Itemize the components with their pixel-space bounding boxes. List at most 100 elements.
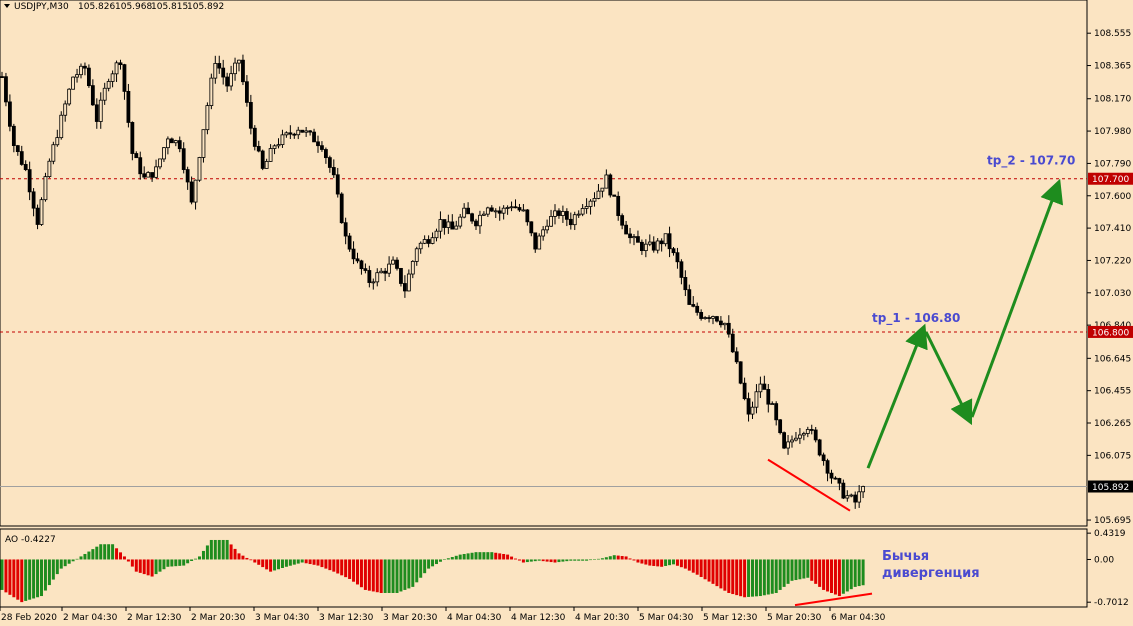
candle[interactable] — [474, 218, 478, 231]
candle[interactable] — [217, 55, 222, 74]
candle[interactable] — [592, 192, 597, 207]
candle[interactable] — [209, 73, 214, 110]
candle[interactable] — [458, 213, 463, 229]
candle[interactable] — [485, 206, 490, 217]
candle[interactable] — [63, 100, 68, 122]
candle[interactable] — [98, 92, 103, 129]
candle[interactable] — [395, 257, 399, 271]
candle[interactable] — [821, 452, 826, 466]
ao-bars[interactable] — [0, 539, 865, 603]
candle[interactable] — [545, 219, 549, 234]
candle[interactable] — [481, 211, 486, 216]
candles[interactable] — [0, 54, 865, 509]
candle[interactable] — [774, 401, 779, 426]
candle[interactable] — [126, 83, 131, 128]
candle[interactable] — [15, 144, 20, 156]
candle[interactable] — [169, 137, 174, 144]
candle[interactable] — [426, 235, 431, 248]
candle[interactable] — [35, 204, 40, 230]
candle[interactable] — [331, 159, 336, 179]
candle[interactable] — [521, 204, 526, 212]
candle[interactable] — [778, 418, 783, 435]
candle[interactable] — [280, 129, 285, 148]
candle[interactable] — [758, 376, 763, 398]
candle[interactable] — [343, 217, 348, 245]
candle[interactable] — [252, 125, 257, 151]
candle[interactable] — [572, 211, 577, 231]
candle[interactable] — [379, 267, 384, 274]
candle[interactable] — [553, 204, 557, 225]
candle[interactable] — [849, 493, 854, 498]
collapse-triangle-icon[interactable] — [4, 4, 10, 8]
candle[interactable] — [549, 209, 553, 227]
candle[interactable] — [110, 70, 115, 88]
candle[interactable] — [142, 166, 147, 180]
candle[interactable] — [272, 144, 277, 155]
candle[interactable] — [600, 187, 605, 198]
candle[interactable] — [643, 239, 648, 258]
candle[interactable] — [513, 199, 518, 209]
candle[interactable] — [580, 204, 585, 217]
candle[interactable] — [422, 235, 427, 245]
candle[interactable] — [154, 159, 158, 179]
candle[interactable] — [794, 431, 798, 442]
candle[interactable] — [284, 131, 289, 138]
candle[interactable] — [683, 270, 688, 297]
candle[interactable] — [564, 208, 569, 227]
candle[interactable] — [27, 161, 32, 201]
candle[interactable] — [323, 147, 328, 164]
candle[interactable] — [588, 199, 593, 215]
candle[interactable] — [837, 477, 842, 491]
candle[interactable] — [410, 260, 415, 279]
candle[interactable] — [355, 252, 360, 264]
candle[interactable] — [189, 176, 194, 205]
candle[interactable] — [138, 151, 143, 180]
candle[interactable] — [130, 121, 135, 161]
candle[interactable] — [450, 214, 455, 230]
candle[interactable] — [158, 158, 162, 170]
candle[interactable] — [505, 205, 510, 215]
candle[interactable] — [596, 183, 601, 200]
candle[interactable] — [23, 160, 28, 172]
candle[interactable] — [786, 435, 790, 455]
candle[interactable] — [442, 219, 447, 235]
candle[interactable] — [675, 247, 680, 269]
candle[interactable] — [118, 59, 123, 70]
candle[interactable] — [584, 198, 589, 214]
candle[interactable] — [525, 209, 530, 226]
candle[interactable] — [703, 316, 707, 320]
candle[interactable] — [75, 68, 79, 83]
candle[interactable] — [750, 401, 755, 420]
candle[interactable] — [857, 485, 862, 508]
candle[interactable] — [541, 226, 546, 241]
candle[interactable] — [288, 125, 293, 140]
candle[interactable] — [94, 98, 99, 129]
candle[interactable] — [335, 167, 340, 198]
candle[interactable] — [260, 149, 265, 171]
candle[interactable] — [225, 72, 230, 92]
candle[interactable] — [79, 63, 83, 79]
candle[interactable] — [691, 296, 696, 308]
candle[interactable] — [47, 158, 52, 178]
candle[interactable] — [233, 57, 237, 81]
candle[interactable] — [213, 55, 218, 84]
candle[interactable] — [399, 267, 403, 287]
candle[interactable] — [604, 169, 609, 189]
candle[interactable] — [517, 203, 522, 212]
candle[interactable] — [533, 232, 538, 253]
candle[interactable] — [43, 172, 48, 202]
candle[interactable] — [616, 191, 621, 221]
candle[interactable] — [790, 435, 794, 448]
candle[interactable] — [655, 238, 660, 254]
candle[interactable] — [801, 431, 806, 441]
candle[interactable] — [557, 208, 561, 219]
candle[interactable] — [829, 469, 834, 484]
candle[interactable] — [726, 315, 731, 338]
candle[interactable] — [719, 316, 723, 328]
candle[interactable] — [825, 458, 830, 482]
candle[interactable] — [173, 139, 178, 147]
candle[interactable] — [185, 166, 190, 190]
candle[interactable] — [762, 375, 767, 390]
candle[interactable] — [320, 141, 324, 152]
